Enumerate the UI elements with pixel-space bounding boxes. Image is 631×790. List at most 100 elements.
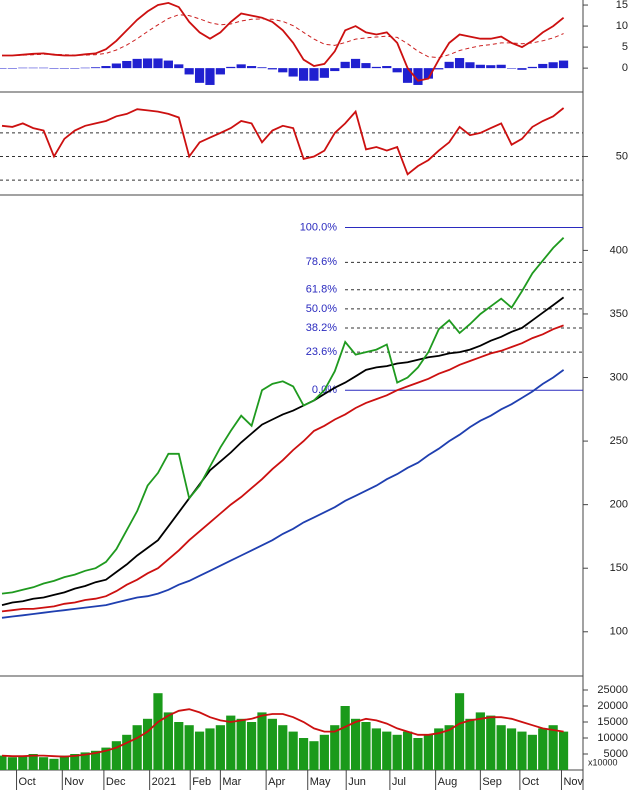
bar [288, 731, 298, 770]
bar [319, 68, 329, 78]
bar [402, 731, 413, 770]
bar [59, 755, 69, 770]
bar [122, 60, 132, 69]
bar [80, 67, 90, 69]
x-tick-label: Apr [268, 776, 285, 788]
bar [194, 731, 205, 770]
bar [465, 62, 475, 69]
bar [486, 715, 496, 770]
bar [319, 734, 329, 770]
series-line [1, 296, 565, 606]
bar [153, 58, 163, 69]
fib-label: 50.0% [306, 303, 337, 315]
bar [70, 754, 80, 770]
y-tick-label: 100 [610, 626, 628, 638]
series-line [2, 1, 565, 82]
bar [350, 58, 361, 69]
bar [267, 718, 277, 770]
bar [236, 718, 246, 770]
bar [90, 67, 101, 69]
y-tick-label: 10 [616, 20, 628, 32]
bar [434, 68, 444, 70]
series-line [1, 107, 565, 176]
x-tick-label: Dec [106, 776, 126, 788]
y-tick-label: 250 [610, 435, 628, 447]
axis-unit: x10000 [588, 757, 618, 767]
bar [527, 66, 537, 69]
bar [423, 734, 433, 770]
bar [382, 66, 392, 69]
x-tick-label: May [310, 776, 331, 788]
bar [7, 68, 17, 69]
y-tick-label: 200 [610, 499, 628, 511]
bar [28, 67, 38, 69]
y-tick-label: 150 [610, 562, 628, 574]
bar [205, 728, 215, 770]
y-tick-label: 15000 [597, 716, 628, 728]
fib-label: 78.6% [306, 256, 337, 268]
fib-label: 38.2% [306, 322, 337, 334]
bar [226, 715, 236, 770]
bar [402, 68, 413, 83]
bar [18, 755, 28, 770]
y-tick-label: 0 [622, 62, 628, 74]
x-tick-label: Oct [522, 776, 539, 788]
bar [257, 67, 267, 69]
bar [548, 725, 558, 770]
series-line [1, 708, 564, 758]
bar [246, 722, 257, 770]
bar [309, 741, 319, 770]
y-tick-label: 20000 [597, 700, 628, 712]
y-tick-label: 10000 [597, 732, 628, 744]
bar [132, 725, 142, 770]
y-tick-label: 5000 [604, 748, 628, 760]
bar [163, 712, 173, 770]
bar [454, 693, 465, 770]
bar [392, 68, 402, 73]
bar [59, 68, 69, 69]
bar [444, 725, 454, 770]
x-tick-label: Mar [222, 776, 241, 788]
bar [340, 706, 350, 770]
bar [142, 58, 153, 69]
x-tick-label: 2021 [152, 776, 176, 788]
bar [558, 60, 569, 69]
x-tick-label: Jul [392, 776, 406, 788]
bar [246, 66, 257, 69]
bar [215, 68, 225, 75]
bar [371, 728, 381, 770]
bar [38, 757, 49, 770]
bar [38, 67, 49, 69]
series-line [1, 237, 565, 595]
bar [226, 66, 236, 69]
bar [278, 725, 288, 770]
bar [288, 68, 298, 77]
bar [184, 68, 194, 75]
bar [361, 722, 371, 770]
x-tick-label: Sep [482, 776, 502, 788]
series-line [1, 324, 564, 613]
bar [413, 738, 423, 770]
bar [330, 725, 340, 770]
y-tick-label: 400 [610, 244, 628, 256]
series-line [2, 14, 564, 59]
bar [350, 718, 361, 770]
bar [101, 66, 111, 69]
bar [80, 752, 90, 770]
x-tick-label: Nov [64, 776, 84, 788]
bar [7, 757, 17, 770]
bar [184, 725, 194, 770]
bar [392, 734, 402, 770]
bar [0, 755, 7, 770]
fib-label: 100.0% [300, 221, 338, 233]
bar [382, 731, 392, 770]
bar [194, 68, 205, 83]
bar [413, 68, 423, 85]
bar [465, 718, 475, 770]
y-tick-label: 300 [610, 371, 628, 383]
bar [174, 64, 184, 69]
bar [558, 731, 569, 770]
bar [496, 725, 506, 770]
y-tick-label: 25000 [597, 684, 628, 696]
